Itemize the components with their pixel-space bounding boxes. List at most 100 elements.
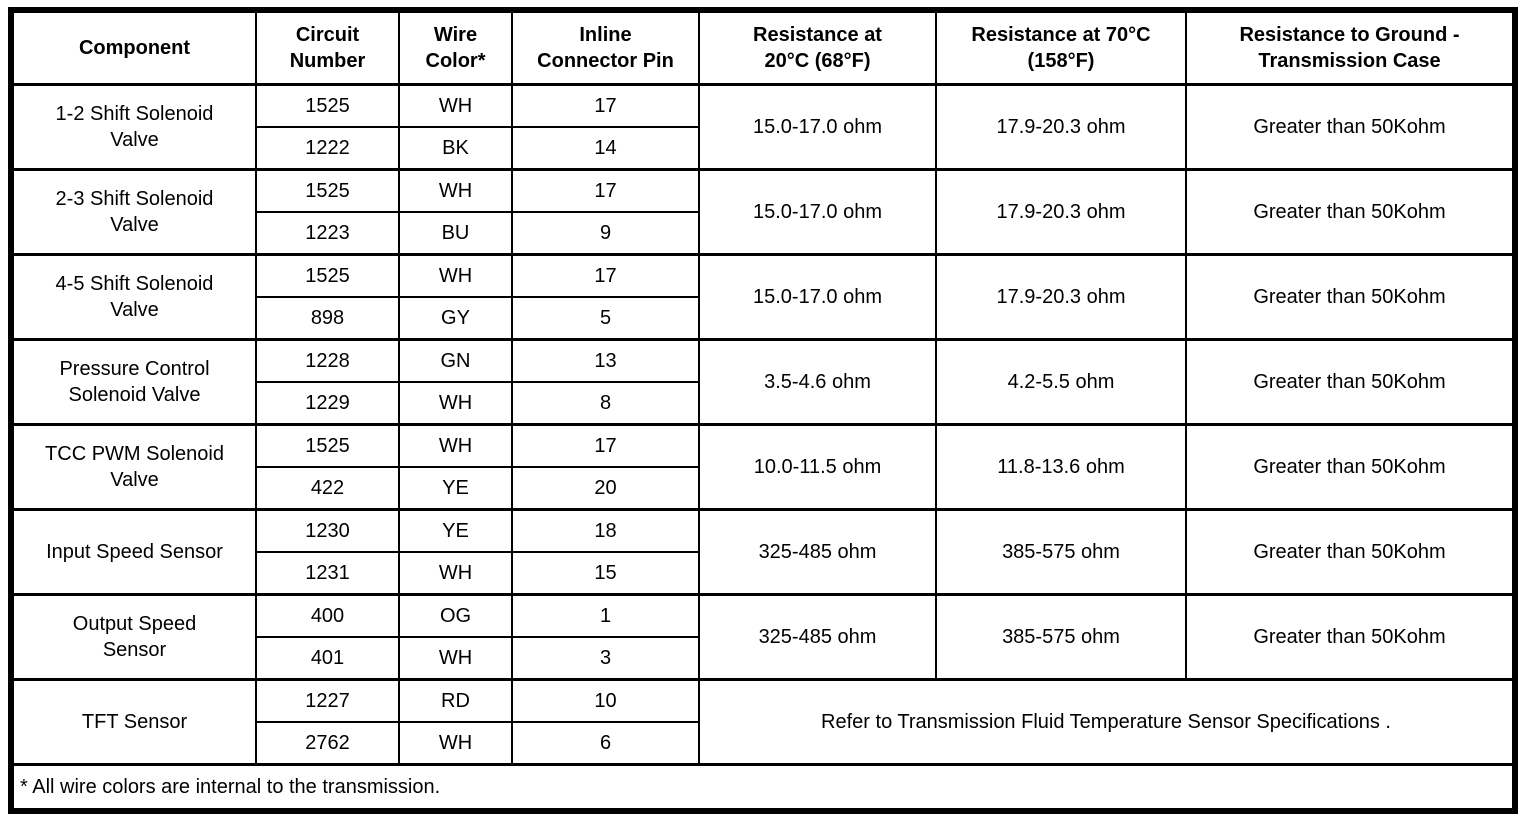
- table-row: 1231 WH 15: [11, 551, 1515, 596]
- wire-color-cell: WH: [398, 551, 513, 596]
- col-header-circuit-number: Circuit Number: [255, 9, 400, 86]
- connector-pin-cell: 17: [511, 423, 700, 468]
- resistance-70c-cell: 17.9-20.3 ohm: [935, 168, 1187, 256]
- wire-color-cell: GN: [398, 338, 513, 383]
- resistance-ground-cell: Greater than 50Kohm: [1185, 338, 1516, 426]
- connector-pin-cell: 14: [511, 126, 700, 171]
- connector-pin-cell: 15: [511, 551, 700, 596]
- circuit-number-cell: 2762: [255, 721, 400, 766]
- wire-color-cell: OG: [398, 593, 513, 638]
- connector-pin-cell: 3: [511, 636, 700, 681]
- table-row: 1-2 Shift Solenoid Valve 1525 WH 17 15.0…: [10, 83, 1516, 171]
- connector-pin-cell: 17: [511, 168, 700, 213]
- component-cell: TCC PWM Solenoid Valve: [10, 423, 257, 511]
- connector-pin-cell: 18: [511, 508, 700, 553]
- footnote-row: * All wire colors are internal to the tr…: [10, 763, 1516, 812]
- header-row: Component Circuit Number Wire Color* Inl…: [10, 9, 1516, 86]
- circuit-number-cell: 1525: [255, 168, 400, 213]
- resistance-70c-cell: 17.9-20.3 ohm: [935, 83, 1187, 171]
- connector-pin-cell: 17: [511, 83, 700, 128]
- wire-color-cell: WH: [398, 168, 513, 213]
- table-row: TCC PWM Solenoid Valve 1525 WH 17 10.0-1…: [10, 423, 1516, 511]
- col-header-component: Component: [10, 9, 257, 86]
- connector-pin-cell: 6: [511, 721, 700, 766]
- resistance-70c-cell: 11.8-13.6 ohm: [935, 423, 1187, 511]
- table-row: 422 YE 20: [11, 466, 1515, 511]
- col-header-resistance-ground: Resistance to Ground - Transmission Case: [1185, 9, 1516, 86]
- circuit-number-cell: 401: [255, 636, 400, 681]
- table-row: Output Speed Sensor 400 OG 1 325-485 ohm…: [10, 593, 1516, 681]
- wire-color-cell: WH: [398, 423, 513, 468]
- wire-color-cell: RD: [398, 678, 513, 723]
- resistance-20c-cell: 3.5-4.6 ohm: [698, 338, 937, 426]
- resistance-ground-cell: Greater than 50Kohm: [1185, 83, 1516, 171]
- table-row: 898 GY 5: [11, 296, 1515, 341]
- component-cell: Pressure Control Solenoid Valve: [10, 338, 257, 426]
- component-cell: Input Speed Sensor: [10, 508, 257, 596]
- circuit-number-cell: 1228: [255, 338, 400, 383]
- table-row: Pressure Control Solenoid Valve 1228 GN …: [10, 338, 1516, 426]
- connector-pin-cell: 5: [511, 296, 700, 341]
- wire-color-cell: BU: [398, 211, 513, 256]
- wire-color-cell: WH: [398, 721, 513, 766]
- resistance-ground-cell: Greater than 50Kohm: [1185, 508, 1516, 596]
- circuit-number-cell: 1525: [255, 83, 400, 128]
- component-cell: 2-3 Shift Solenoid Valve: [10, 168, 257, 256]
- circuit-number-cell: 1229: [255, 381, 400, 426]
- resistance-20c-cell: 15.0-17.0 ohm: [698, 168, 937, 256]
- table-row: Input Speed Sensor 1230 YE 18 325-485 oh…: [10, 508, 1516, 596]
- table-row: TFT Sensor 1227 RD 10 Refer to Transmiss…: [10, 678, 1516, 766]
- connector-pin-cell: 9: [511, 211, 700, 256]
- wire-color-cell: WH: [398, 83, 513, 128]
- wire-color-cell: WH: [398, 381, 513, 426]
- connector-pin-cell: 1: [511, 593, 700, 638]
- connector-pin-cell: 20: [511, 466, 700, 511]
- resistance-20c-cell: 325-485 ohm: [698, 508, 937, 596]
- table-row: 4-5 Shift Solenoid Valve 1525 WH 17 15.0…: [10, 253, 1516, 341]
- table-row: 1222 BK 14: [11, 126, 1515, 171]
- wire-color-cell: YE: [398, 508, 513, 553]
- circuit-number-cell: 1525: [255, 423, 400, 468]
- resistance-ground-cell: Greater than 50Kohm: [1185, 253, 1516, 341]
- table-row: 2762 WH 6: [11, 721, 1515, 766]
- table-row: 1229 WH 8: [11, 381, 1515, 426]
- resistance-70c-cell: 385-575 ohm: [935, 593, 1187, 681]
- wire-color-cell: WH: [398, 636, 513, 681]
- resistance-20c-cell: 10.0-11.5 ohm: [698, 423, 937, 511]
- resistance-70c-cell: 4.2-5.5 ohm: [935, 338, 1187, 426]
- wire-color-cell: WH: [398, 253, 513, 298]
- resistance-70c-cell: 17.9-20.3 ohm: [935, 253, 1187, 341]
- col-header-resistance-20c: Resistance at 20°C (68°F): [698, 9, 937, 86]
- circuit-number-cell: 1227: [255, 678, 400, 723]
- col-header-resistance-70c: Resistance at 70°C (158°F): [935, 9, 1187, 86]
- connector-pin-cell: 13: [511, 338, 700, 383]
- resistance-ground-cell: Greater than 50Kohm: [1185, 168, 1516, 256]
- footnote: * All wire colors are internal to the tr…: [10, 763, 1516, 812]
- circuit-number-cell: 422: [255, 466, 400, 511]
- component-cell: TFT Sensor: [10, 678, 257, 766]
- resistance-70c-cell: 385-575 ohm: [935, 508, 1187, 596]
- resistance-20c-cell: 15.0-17.0 ohm: [698, 83, 937, 171]
- col-header-connector-pin: Inline Connector Pin: [511, 9, 700, 86]
- resistance-20c-cell: 325-485 ohm: [698, 593, 937, 681]
- resistance-ground-cell: Greater than 50Kohm: [1185, 593, 1516, 681]
- circuit-number-cell: 898: [255, 296, 400, 341]
- circuit-number-cell: 1525: [255, 253, 400, 298]
- tft-note-cell: Refer to Transmission Fluid Temperature …: [698, 678, 1516, 766]
- transmission-component-spec-table: Component Circuit Number Wire Color* Inl…: [8, 7, 1518, 814]
- wire-color-cell: YE: [398, 466, 513, 511]
- table-row: 2-3 Shift Solenoid Valve 1525 WH 17 15.0…: [10, 168, 1516, 256]
- resistance-ground-cell: Greater than 50Kohm: [1185, 423, 1516, 511]
- circuit-number-cell: 1223: [255, 211, 400, 256]
- connector-pin-cell: 10: [511, 678, 700, 723]
- connector-pin-cell: 8: [511, 381, 700, 426]
- wire-color-cell: GY: [398, 296, 513, 341]
- component-cell: 1-2 Shift Solenoid Valve: [10, 83, 257, 171]
- wire-color-cell: BK: [398, 126, 513, 171]
- col-header-wire-color: Wire Color*: [398, 9, 513, 86]
- circuit-number-cell: 1231: [255, 551, 400, 596]
- circuit-number-cell: 1222: [255, 126, 400, 171]
- component-cell: 4-5 Shift Solenoid Valve: [10, 253, 257, 341]
- resistance-20c-cell: 15.0-17.0 ohm: [698, 253, 937, 341]
